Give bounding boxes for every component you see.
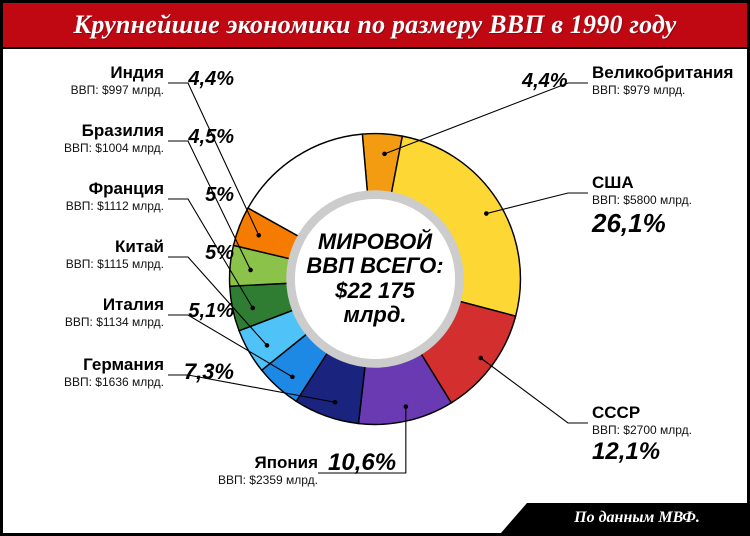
label-brazil-pct: 4,5% [188,125,234,149]
label-uk-country: Великобритания [592,63,750,83]
label-india-gdp: ВВП: $997 млрд. [13,83,164,97]
label-india-pct: 4,4% [188,67,234,91]
label-japan-country: Япония [178,453,318,473]
center-line4: млрд. [290,303,460,328]
center-text: МИРОВОЙ ВВП ВСЕГО: $22 175 млрд. [290,229,460,328]
label-ussr: СССРВВП: $2700 млрд.12,1% [592,403,750,467]
label-italy-country: Италия [13,295,164,315]
label-brazil-country: Бразилия [13,121,164,141]
label-china-country: Китай [13,237,164,257]
label-uk-gdp: ВВП: $979 млрд. [592,83,750,97]
label-brazil-gdp: ВВП: $1004 млрд. [13,141,164,155]
label-ussr-country: СССР [592,403,750,423]
center-line3: $22 175 [290,279,460,304]
label-germany: 7,3%ГерманияВВП: $1636 млрд. [13,355,164,390]
label-germany-gdp: ВВП: $1636 млрд. [13,375,164,389]
label-france-gdp: ВВП: $1112 млрд. [13,199,164,213]
label-china: 5%КитайВВП: $1115 млрд. [13,237,164,272]
footer-source: По данным МВФ. [574,509,700,527]
header-title: Крупнейшие экономики по размеру ВВП в 19… [74,10,677,40]
label-china-gdp: ВВП: $1115 млрд. [13,257,164,271]
label-france: 5%ФранцияВВП: $1112 млрд. [13,179,164,214]
center-line2: ВВП ВСЕГО: [290,254,460,279]
label-usa: СШАВВП: $5800 млрд.26,1% [592,173,750,239]
label-usa-country: США [592,173,750,193]
footer-wedge [501,503,527,533]
label-india-country: Индия [13,63,164,83]
label-italy-pct: 5,1% [188,299,234,323]
label-germany-pct: 7,3% [184,359,234,385]
label-brazil: 4,5%БразилияВВП: $1004 млрд. [13,121,164,156]
label-italy: 5,1%ИталияВВП: $1134 млрд. [13,295,164,330]
label-uk: 4,4%ВеликобританияВВП: $979 млрд. [592,63,750,98]
label-japan-gdp: ВВП: $2359 млрд. [178,473,318,487]
label-india: 4,4%ИндияВВП: $997 млрд. [13,63,164,98]
header-bar: Крупнейшие экономики по размеру ВВП в 19… [3,3,747,49]
label-usa-pct: 26,1% [592,208,750,239]
footer-bar: По данным МВФ. [527,503,747,533]
label-ussr-gdp: ВВП: $2700 млрд. [592,423,750,437]
label-japan: 10,6%ЯпонияВВП: $2359 млрд. [178,453,318,488]
label-china-pct: 5% [205,241,234,265]
infographic-frame: Крупнейшие экономики по размеру ВВП в 19… [0,0,750,536]
donut-chart: МИРОВОЙ ВВП ВСЕГО: $22 175 млрд. [215,119,535,439]
label-usa-gdp: ВВП: $5800 млрд. [592,193,750,207]
label-ussr-pct: 12,1% [592,438,750,467]
label-germany-country: Германия [13,355,164,375]
center-line1: МИРОВОЙ [290,229,460,254]
label-italy-gdp: ВВП: $1134 млрд. [13,315,164,329]
label-japan-pct: 10,6% [328,449,396,478]
label-france-country: Франция [13,179,164,199]
label-france-pct: 5% [205,183,234,207]
label-uk-pct: 4,4% [522,69,568,93]
